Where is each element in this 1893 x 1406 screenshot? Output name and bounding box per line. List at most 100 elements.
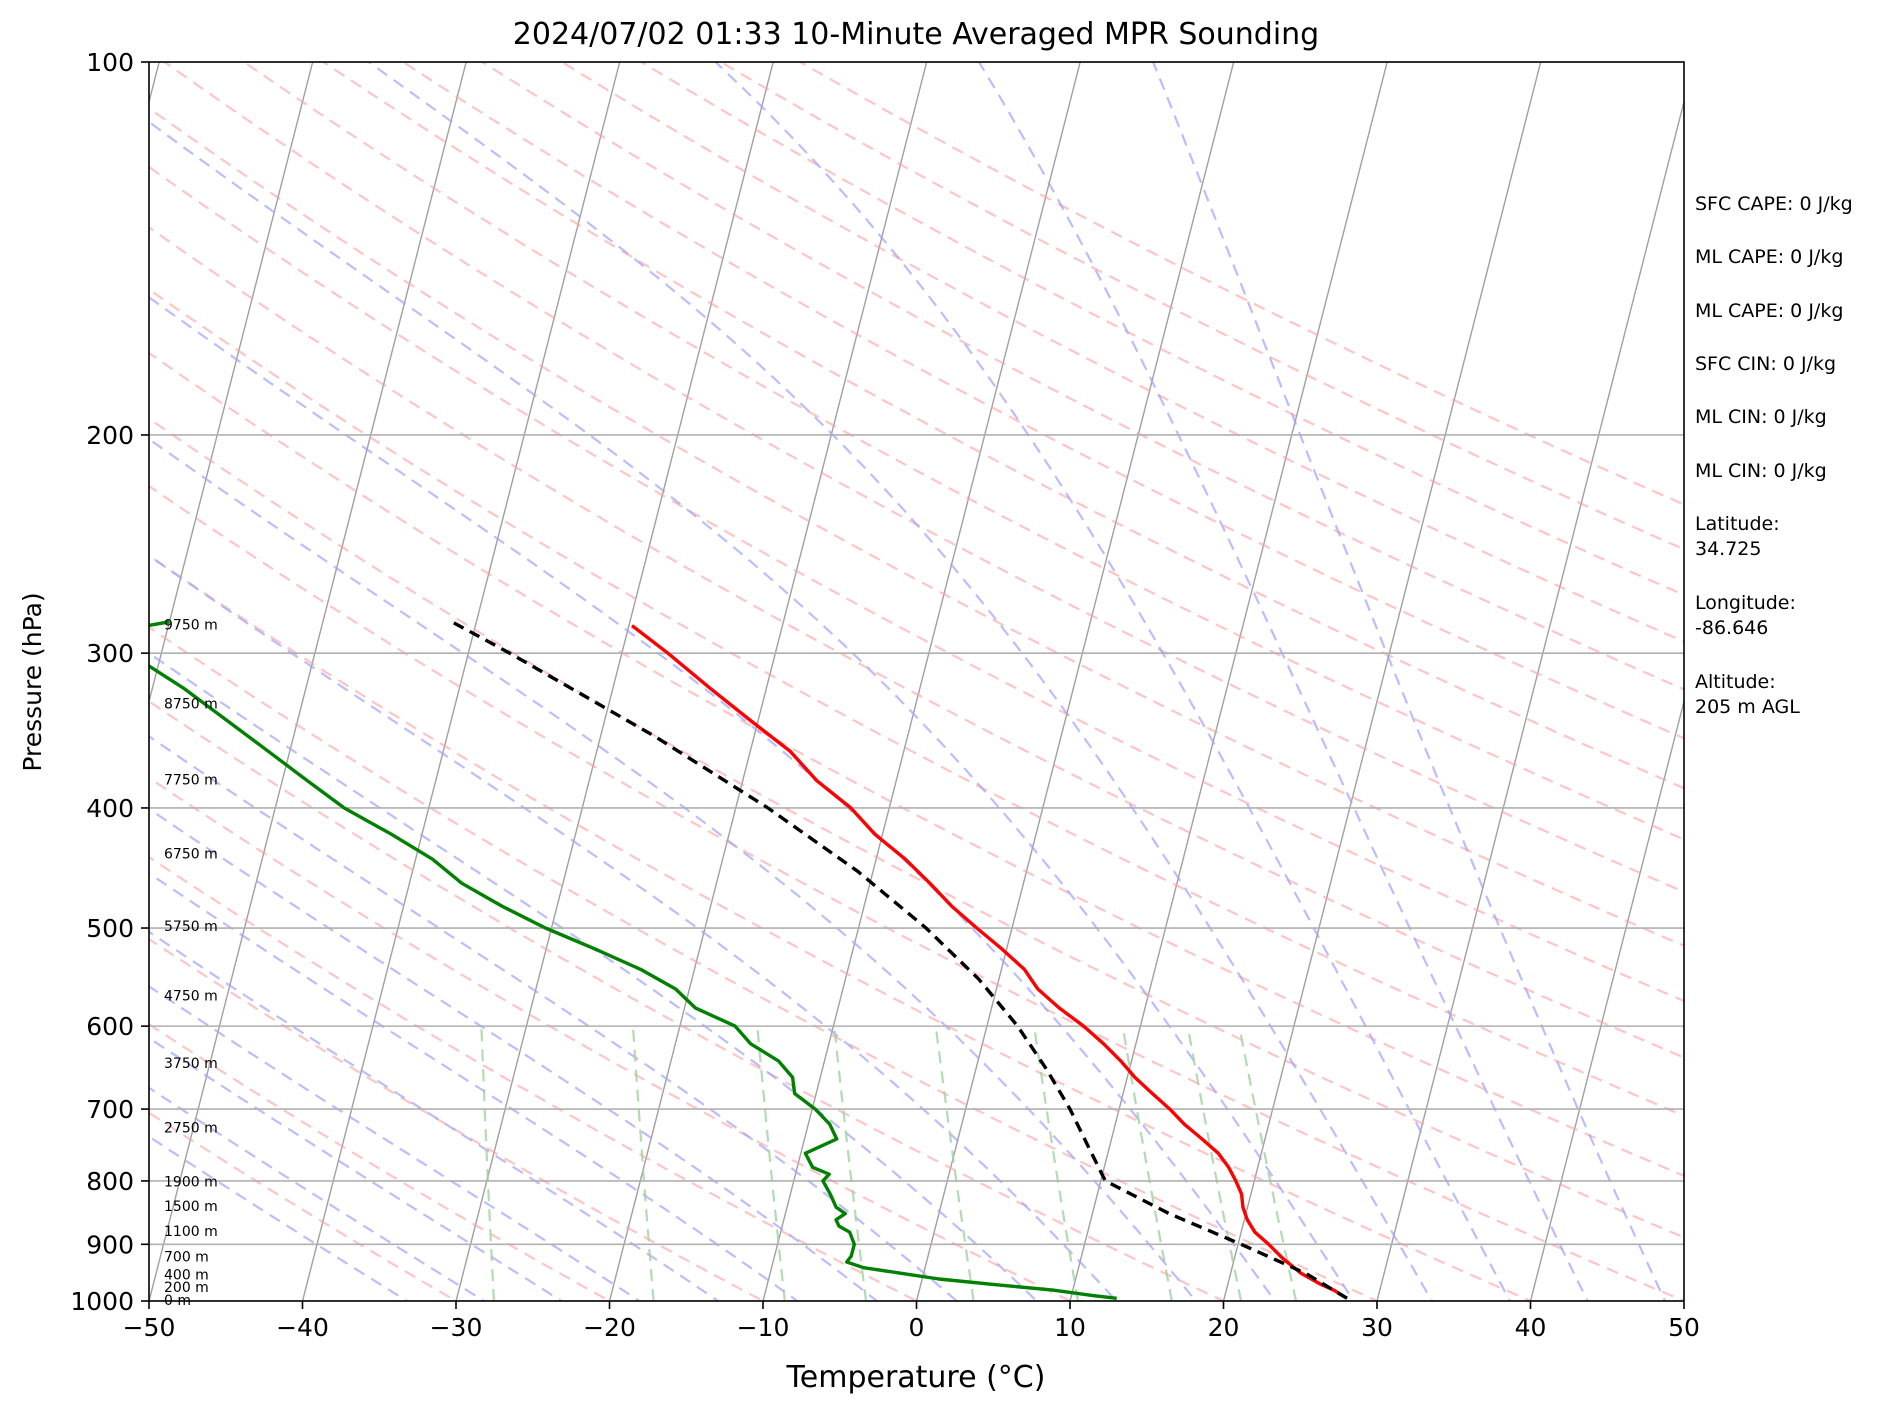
y-tick-label: 200 — [86, 421, 134, 450]
background-lines — [149, 62, 1684, 1301]
height-label: 200 m — [164, 1280, 209, 1296]
x-tick-label: 40 — [1515, 1313, 1547, 1342]
sounding-index-label: Latitude: 34.725 — [1695, 513, 1780, 560]
isotherm-line — [915, 62, 1235, 1301]
moist-adiabat-line — [368, 62, 1434, 1301]
dry-adiabat-line — [149, 351, 1684, 1177]
height-label: 3750 m — [164, 1056, 218, 1072]
sounding-index-label: ML CIN: 0 J/kg — [1695, 406, 1827, 428]
x-tick-label: 20 — [1208, 1313, 1240, 1342]
sounding-index-label: ML CAPE: 0 J/kg — [1695, 246, 1844, 268]
height-label: 7750 m — [164, 772, 218, 788]
dry-adiabat-line — [400, 62, 1684, 740]
sounding-index-label: ML CAPE: 0 J/kg — [1695, 300, 1844, 322]
y-axis-label: Pressure (hPa) — [18, 592, 47, 771]
sounding-index-label: ML CIN: 0 J/kg — [1695, 460, 1827, 482]
height-label: 8750 m — [164, 696, 218, 712]
sounding-index-label: SFC CAPE: 0 J/kg — [1695, 193, 1853, 215]
sounding-index-label: SFC CIN: 0 J/kg — [1695, 353, 1837, 375]
mixing-ratio-line — [1033, 1025, 1079, 1301]
dry-adiabat-line — [480, 62, 1684, 691]
isotherm-line — [149, 62, 314, 705]
sounding-index-label: Altitude: 205 m AGL — [1695, 671, 1800, 718]
isotherm-line — [608, 62, 928, 1301]
height-label: 700 m — [164, 1249, 209, 1265]
isotherm-line — [1529, 698, 1684, 1301]
dry-adiabat-line — [718, 62, 1684, 551]
x-tick-label: −30 — [430, 1313, 483, 1342]
moist-adiabat-line — [149, 651, 1039, 1301]
moist-adiabat-line — [149, 985, 642, 1301]
dry-adiabat-line — [798, 62, 1684, 506]
mixing-ratio-line — [833, 1025, 868, 1301]
height-label: 2750 m — [164, 1121, 218, 1137]
x-axis-label: Temperature (°C) — [786, 1360, 1046, 1395]
isotherm-line — [762, 62, 1081, 1301]
y-axis: 1000 900 800 700 600 500 400 300 200 100 — [70, 48, 149, 1316]
height-label: 1100 m — [164, 1224, 218, 1240]
y-tick-label: 600 — [86, 1012, 134, 1041]
height-label: 400 m — [164, 1268, 209, 1284]
isotherm-line — [301, 62, 621, 1301]
y-tick-label: 500 — [86, 914, 134, 943]
y-tick-label: 900 — [86, 1230, 134, 1259]
moist-adiabat-line — [149, 735, 959, 1301]
moist-adiabat-line — [1152, 62, 1667, 1301]
dry-adiabat-line — [149, 417, 1684, 1239]
dry-adiabat-line — [639, 62, 1684, 597]
x-tick-label: −50 — [123, 1313, 176, 1342]
x-tick-label: 30 — [1361, 1313, 1393, 1342]
mixing-ratio-line — [480, 1026, 495, 1301]
mixing-ratio-line — [756, 1025, 786, 1301]
dry-adiabat-line — [149, 484, 1684, 1301]
sounding-traces — [149, 620, 1348, 1300]
y-tick-label: 400 — [86, 794, 134, 823]
moist-adiabat-line — [149, 807, 879, 1301]
moist-adiabat-line — [149, 930, 721, 1301]
moist-adiabat-line — [149, 1135, 410, 1301]
x-tick-label: −10 — [737, 1313, 790, 1342]
dry-adiabat-line — [149, 165, 1684, 1003]
dry-adiabat-line — [149, 106, 1684, 947]
height-label: 6750 m — [164, 846, 218, 862]
height-label: 4750 m — [164, 989, 218, 1005]
plot-frame — [148, 61, 1685, 1302]
y-tick-label: 100 — [86, 48, 134, 77]
sounding-index-label: Longitude: -86.646 — [1695, 592, 1796, 639]
mixing-ratio-line — [1121, 1025, 1173, 1301]
moist-adiabat-line — [149, 1036, 564, 1301]
isotherm-line — [1069, 62, 1388, 1301]
moist-adiabat-line — [149, 437, 1198, 1301]
height-label: 5750 m — [164, 919, 218, 935]
x-tick-label: −40 — [276, 1313, 329, 1342]
dry-adiabat-line — [149, 776, 1073, 1301]
dry-adiabat-line — [149, 554, 1534, 1301]
isotherm-line — [455, 62, 774, 1301]
dry-adiabat-line — [149, 855, 919, 1301]
y-tick-label: 700 — [86, 1095, 134, 1124]
x-tick-label: 10 — [1054, 1313, 1086, 1342]
y-tick-label: 300 — [86, 639, 134, 668]
x-tick-label: −20 — [583, 1313, 636, 1342]
x-axis: −50 −40 −30 −20 −10 0 10 20 30 40 50 — [123, 1301, 1700, 1342]
dry-adiabat-line — [149, 1111, 459, 1301]
mixing-ratio-line — [1186, 1025, 1243, 1301]
dry-adiabat-line — [149, 288, 1684, 1118]
chart-title: 2024/07/02 01:33 10-Minute Averaged MPR … — [513, 17, 1319, 52]
y-tick-label: 1000 — [70, 1287, 134, 1316]
height-label: 1500 m — [164, 1199, 218, 1215]
mixing-ratio-line — [1238, 1025, 1298, 1301]
dry-adiabat-line — [559, 62, 1684, 643]
mixing-ratio-line — [631, 1026, 655, 1301]
moist-adiabat-line — [149, 871, 800, 1301]
mixing-ratio-line — [934, 1025, 975, 1301]
height-label: 9750 m — [164, 618, 218, 634]
moist-adiabat-line — [149, 554, 1118, 1301]
isotherm-line — [1376, 98, 1684, 1301]
moist-adiabat-line — [714, 62, 1512, 1301]
parcel-trace — [451, 620, 1348, 1300]
pressure-gridlines — [149, 62, 1684, 1301]
dry-adiabat-line — [162, 62, 1684, 894]
